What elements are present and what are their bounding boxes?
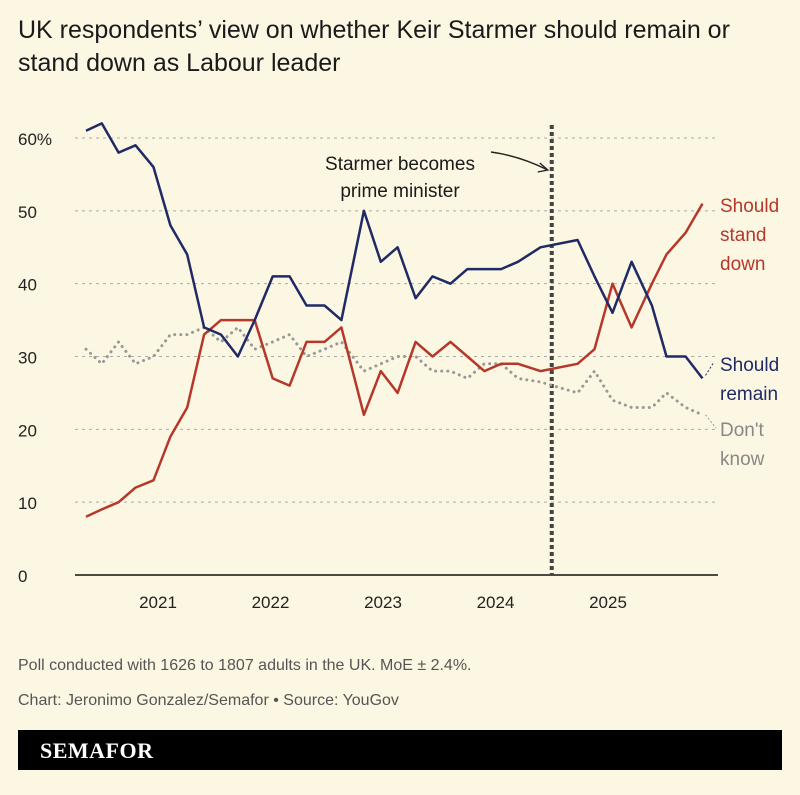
- series-line-should-remain: [85, 122, 704, 380]
- x-tick-label: 2023: [364, 593, 402, 612]
- brand-bar: SEMAFOR: [18, 730, 782, 770]
- chart-title: UK respondents’ view on whether Keir Sta…: [18, 16, 730, 77]
- label-should-stand-down: Should: [720, 196, 779, 217]
- source-credit: Chart: Jeronimo Gonzalez/Semafor • Sourc…: [18, 692, 399, 709]
- x-tick-label: 2024: [477, 593, 515, 612]
- y-tick-label: 40: [18, 276, 37, 295]
- series-line-don-t-know: [84, 325, 704, 417]
- label-should-stand-down: down: [720, 254, 765, 275]
- poll-note: Poll conducted with 1626 to 1807 adults …: [18, 657, 472, 674]
- annotation-arrow: [490, 151, 549, 171]
- y-tick-label: 50: [18, 203, 37, 222]
- line-chart: 0 10 20 30 40 50 60% 2021 2022 2023 2024 2025 Starme…: [18, 122, 779, 612]
- semafor-logo: SEMAFOR: [40, 738, 154, 763]
- y-tick-label: 30: [18, 349, 37, 368]
- x-tick-label: 2022: [252, 593, 290, 612]
- annotation-text: prime minister: [340, 181, 460, 202]
- y-tick-label: 10: [18, 494, 37, 513]
- arrow-head-icon: [537, 162, 550, 173]
- x-tick-label: 2021: [139, 593, 177, 612]
- series-line-should-stand-down: [85, 202, 704, 518]
- y-tick-label: 20: [18, 421, 37, 440]
- label-should-remain: Should: [720, 355, 779, 376]
- x-tick-label: 2025: [589, 593, 627, 612]
- annotation-text: Starmer becomes: [325, 154, 475, 175]
- label-dont-know: Don't: [720, 420, 764, 441]
- y-tick-label: 0: [18, 567, 27, 586]
- label-should-remain: remain: [720, 384, 778, 405]
- label-dont-know: know: [720, 449, 765, 470]
- remain-leader-line: [705, 361, 715, 376]
- y-tick-label: 60%: [18, 130, 52, 149]
- dont-know-leader-line: [705, 414, 717, 429]
- label-should-stand-down: stand: [720, 225, 766, 246]
